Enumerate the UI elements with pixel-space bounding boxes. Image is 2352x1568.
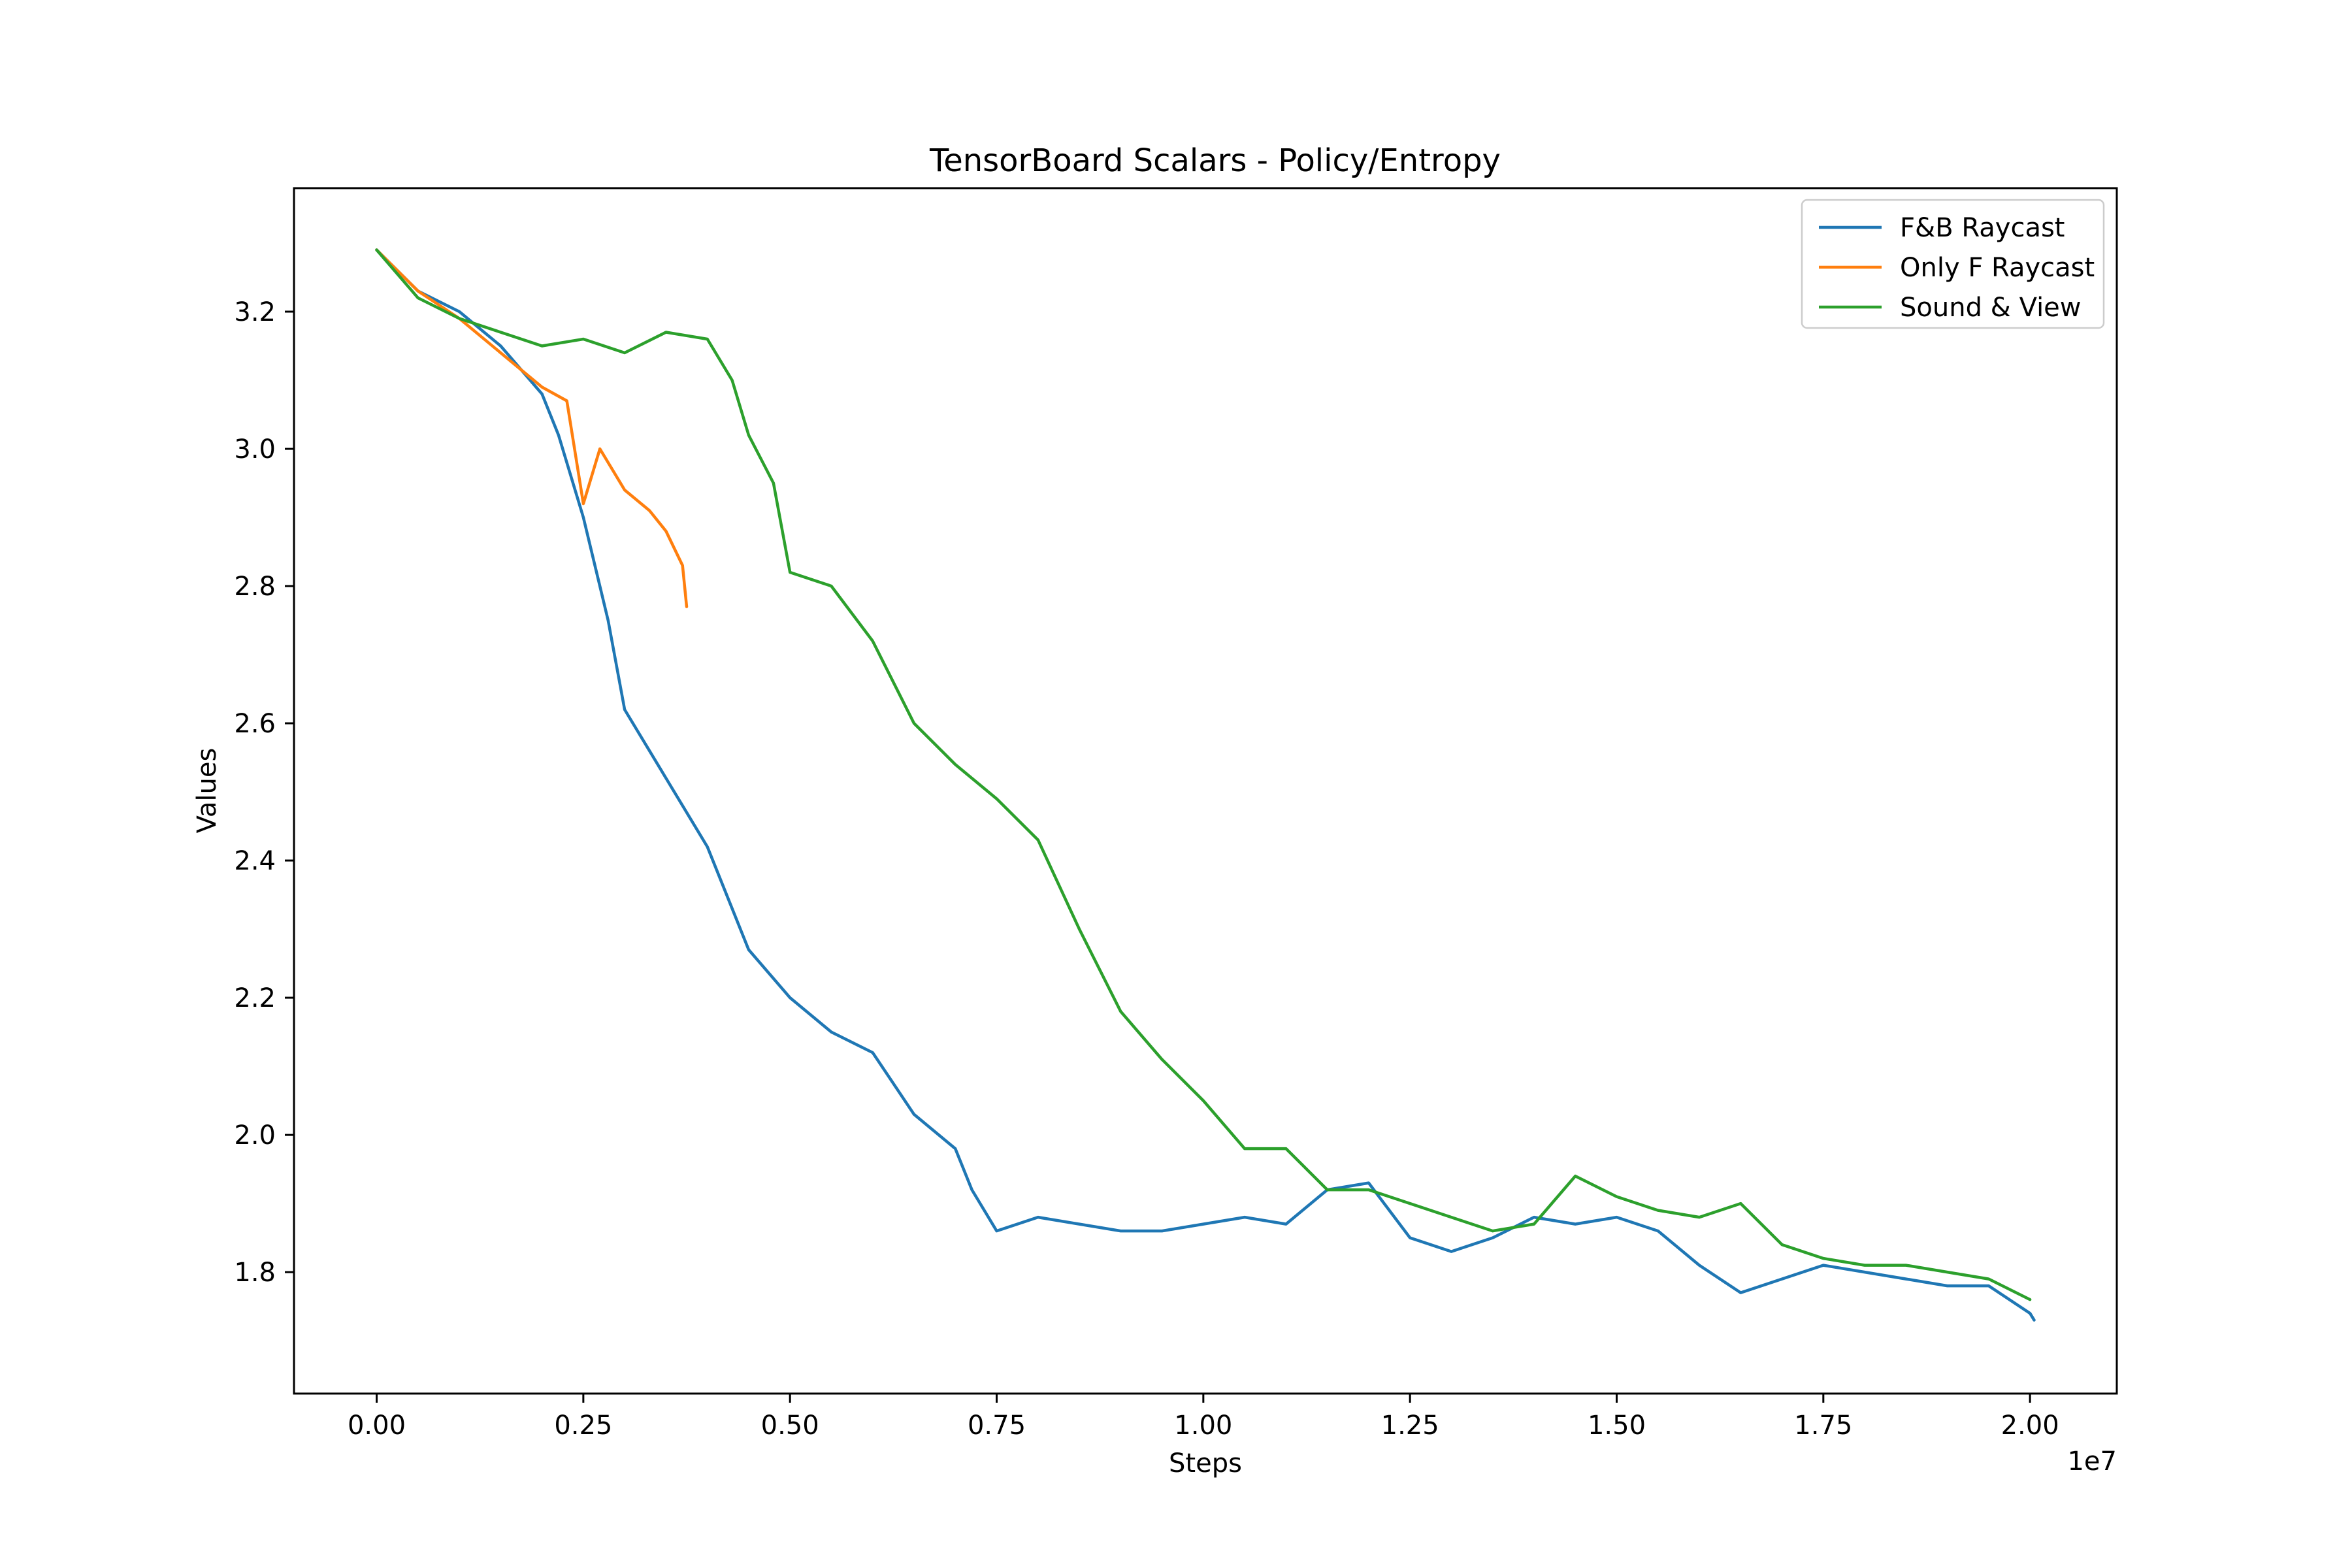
x-tick-label: 1.25 bbox=[1381, 1411, 1439, 1441]
legend-label-sound-view: Sound & View bbox=[1900, 293, 2082, 323]
y-tick-label: 2.2 bbox=[234, 983, 276, 1013]
y-tick-label: 2.6 bbox=[234, 709, 276, 739]
x-tick-label: 0.25 bbox=[554, 1411, 612, 1441]
x-tick-label: 0.50 bbox=[761, 1411, 819, 1441]
plot-area bbox=[375, 248, 2036, 1322]
y-tick-label: 3.0 bbox=[234, 434, 276, 465]
legend-box bbox=[1801, 199, 2105, 329]
y-tick-label: 3.2 bbox=[234, 297, 276, 327]
series-line-sound-view bbox=[375, 248, 2032, 1301]
legend-label-only-f-raycast: Only F Raycast bbox=[1900, 253, 2095, 283]
y-tick-label: 1.8 bbox=[234, 1258, 276, 1288]
series-line-f-b-raycast bbox=[375, 248, 2036, 1322]
y-axis-label: Values bbox=[192, 748, 222, 834]
x-tick-label: 1.50 bbox=[1588, 1411, 1646, 1441]
x-axis-offset-label: 1e7 bbox=[2067, 1446, 2117, 1477]
legend-label-f-b-raycast: F&B Raycast bbox=[1900, 213, 2065, 243]
x-tick-label: 0.00 bbox=[348, 1411, 406, 1441]
y-axis: 1.8 2.0 2.2 2.4 2.6 2.8 3.0 3.2 bbox=[234, 297, 294, 1288]
legend: F&B Raycast Only F Raycast Sound & View bbox=[1801, 199, 2105, 329]
x-tick-label: 2.00 bbox=[2001, 1411, 2059, 1441]
x-axis-label: Steps bbox=[1169, 1448, 1242, 1478]
y-tick-label: 2.4 bbox=[234, 846, 276, 876]
y-tick-label: 2.0 bbox=[234, 1120, 276, 1151]
chart-title: TensorBoard Scalars - Policy/Entropy bbox=[929, 142, 1501, 179]
axes-frame bbox=[293, 187, 2118, 1395]
x-tick-label: 1.75 bbox=[1794, 1411, 1852, 1441]
y-tick-label: 2.8 bbox=[234, 572, 276, 602]
x-axis: 0.00 0.25 0.50 0.75 1.00 1.25 1.50 1.75 2.00 bbox=[348, 1394, 2059, 1441]
x-tick-label: 0.75 bbox=[968, 1411, 1026, 1441]
x-tick-label: 1.00 bbox=[1174, 1411, 1232, 1441]
